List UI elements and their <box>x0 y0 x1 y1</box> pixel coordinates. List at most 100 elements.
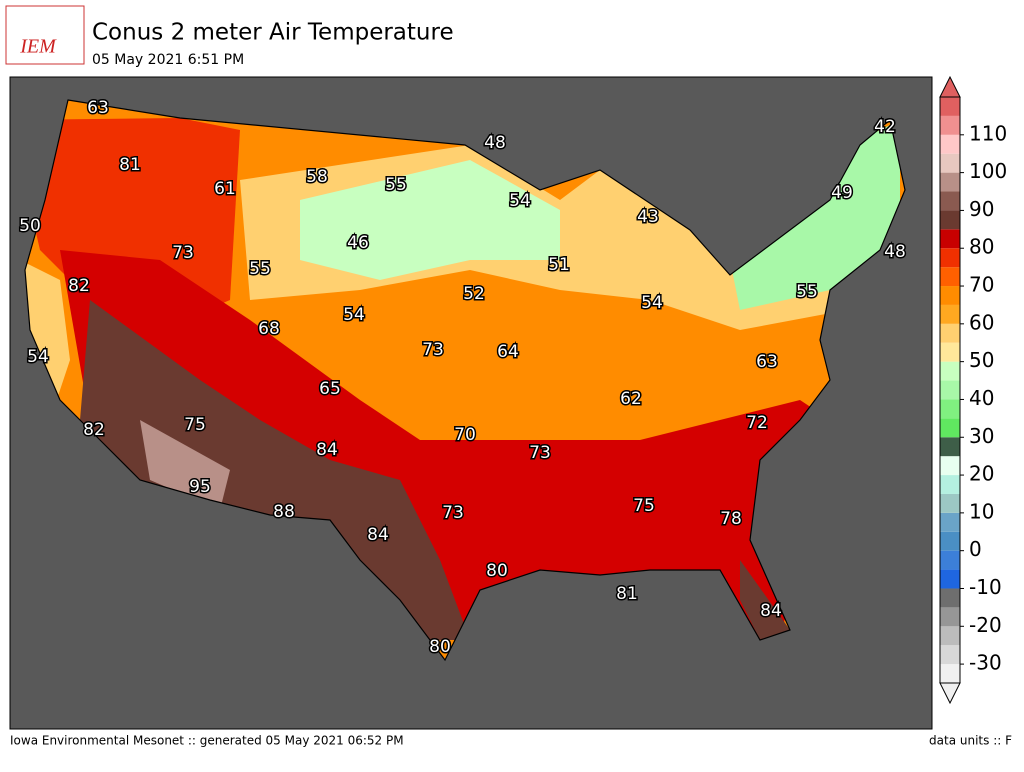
station-value: 82 <box>68 276 90 296</box>
colorbar-tick-label: 0 <box>969 537 982 561</box>
station-value: 48 <box>484 133 506 153</box>
station-value: 73 <box>422 340 444 360</box>
colorbar-band <box>940 97 960 116</box>
colorbar-band <box>940 607 960 627</box>
colorbar-tick-label: 80 <box>969 235 994 259</box>
colorbar-band <box>940 512 960 532</box>
station-value: 65 <box>319 379 341 399</box>
station-value: 55 <box>385 175 407 195</box>
colorbar-band <box>940 437 960 457</box>
colorbar-tick-label: 20 <box>969 462 994 486</box>
colorbar-tick-label: 10 <box>969 499 994 523</box>
colorbar-tick-label: 30 <box>969 424 994 448</box>
colorbar-band <box>940 550 960 570</box>
colorbar-band <box>940 153 960 173</box>
colorbar-band <box>940 191 960 211</box>
colorbar-tick-label: 90 <box>969 197 994 221</box>
title: Conus 2 meter Air Temperature <box>92 20 454 46</box>
colorbar-tick-label: -10 <box>969 575 1002 599</box>
station-value: 88 <box>273 502 295 522</box>
colorbar-band <box>940 115 960 135</box>
colorbar-band <box>940 626 960 646</box>
station-value: 63 <box>87 98 109 118</box>
us-outline <box>24 99 906 662</box>
colorbar-band <box>940 172 960 192</box>
station-value: 43 <box>637 207 659 227</box>
colorbar-band <box>940 493 960 513</box>
station-value: 73 <box>442 503 464 523</box>
station-value: 62 <box>620 389 642 409</box>
station-value: 72 <box>746 413 768 433</box>
colorbar-band <box>940 475 960 494</box>
colorbar-band <box>940 569 960 589</box>
colorbar-band <box>940 531 960 551</box>
station-value: 95 <box>189 477 211 497</box>
station-value: 81 <box>616 584 638 604</box>
colorbar-frame <box>939 96 961 684</box>
footer-right: data units :: F <box>929 734 1012 748</box>
colorbar-band <box>940 664 960 683</box>
station-value: 51 <box>548 255 570 275</box>
colorbar-tick-label: 100 <box>969 159 1007 183</box>
station-value: 75 <box>184 415 206 435</box>
colorbar-band <box>940 588 960 608</box>
colorbar-extend-top <box>939 75 961 98</box>
station-value: 46 <box>347 233 369 253</box>
station-value: 82 <box>83 420 105 440</box>
colorbar: -30 -20 -10 0 10 20 30 40 50 60 70 80 90 100 110 <box>939 75 1007 705</box>
station-value: 55 <box>796 282 818 302</box>
station-value: 50 <box>19 216 41 236</box>
station-value: 75 <box>633 496 655 516</box>
colorbar-band <box>940 361 960 381</box>
temperature-field <box>25 100 905 660</box>
colorbar-tick-label: 50 <box>969 348 994 372</box>
station-value: 61 <box>214 179 236 199</box>
station-value: 81 <box>119 155 141 175</box>
colorbar-band <box>940 267 960 287</box>
station-value: 54 <box>641 293 663 313</box>
colorbar-tick-label: -20 <box>969 613 1002 637</box>
colorbar-band <box>940 286 960 305</box>
colorbar-band <box>940 229 960 249</box>
station-value: 73 <box>172 243 194 263</box>
station-value: 42 <box>874 117 896 137</box>
station-labels: 63 81 50 61 58 55 48 42 54 43 49 46 55 73 82 51 52 48 55 54… <box>18 97 908 659</box>
station-value: 58 <box>306 167 328 187</box>
station-value: 70 <box>454 425 476 445</box>
colorbar-tick-label: 60 <box>969 310 994 334</box>
colorbar-band <box>940 134 960 154</box>
colorbar-band <box>940 399 960 419</box>
station-value: 68 <box>258 319 280 339</box>
colorbar-band <box>940 248 960 268</box>
colorbar-band <box>940 380 960 400</box>
colorbar-extend-bottom <box>939 682 961 705</box>
colorbar-band <box>940 456 960 476</box>
station-value: 54 <box>509 191 531 211</box>
station-value: 64 <box>497 342 519 362</box>
station-value: 52 <box>463 284 485 304</box>
station-value: 84 <box>760 601 782 621</box>
station-value: 80 <box>429 637 451 657</box>
station-value: 63 <box>756 352 778 372</box>
colorbar-band <box>940 210 960 230</box>
station-value: 49 <box>831 183 853 203</box>
colorbar-band <box>940 342 960 362</box>
subtitle: 05 May 2021 6:51 PM <box>92 52 244 68</box>
station-value: 54 <box>343 305 365 325</box>
station-value: 73 <box>529 443 551 463</box>
station-value: 55 <box>249 259 271 279</box>
logo-text: IEM <box>19 36 57 58</box>
colorbar-band <box>940 645 960 665</box>
station-value: 54 <box>27 347 49 367</box>
footer-left: Iowa Environmental Mesonet :: generated … <box>10 734 404 748</box>
colorbar-tick-label: 40 <box>969 386 994 410</box>
station-value: 80 <box>486 561 508 581</box>
colorbar-band <box>940 418 960 438</box>
logo-box <box>5 5 85 65</box>
colorbar-tick-label: 110 <box>969 121 1007 145</box>
station-value: 48 <box>884 242 906 262</box>
colorbar-tick-label: -30 <box>969 651 1002 675</box>
station-value: 84 <box>367 525 389 545</box>
station-value: 84 <box>316 440 338 460</box>
